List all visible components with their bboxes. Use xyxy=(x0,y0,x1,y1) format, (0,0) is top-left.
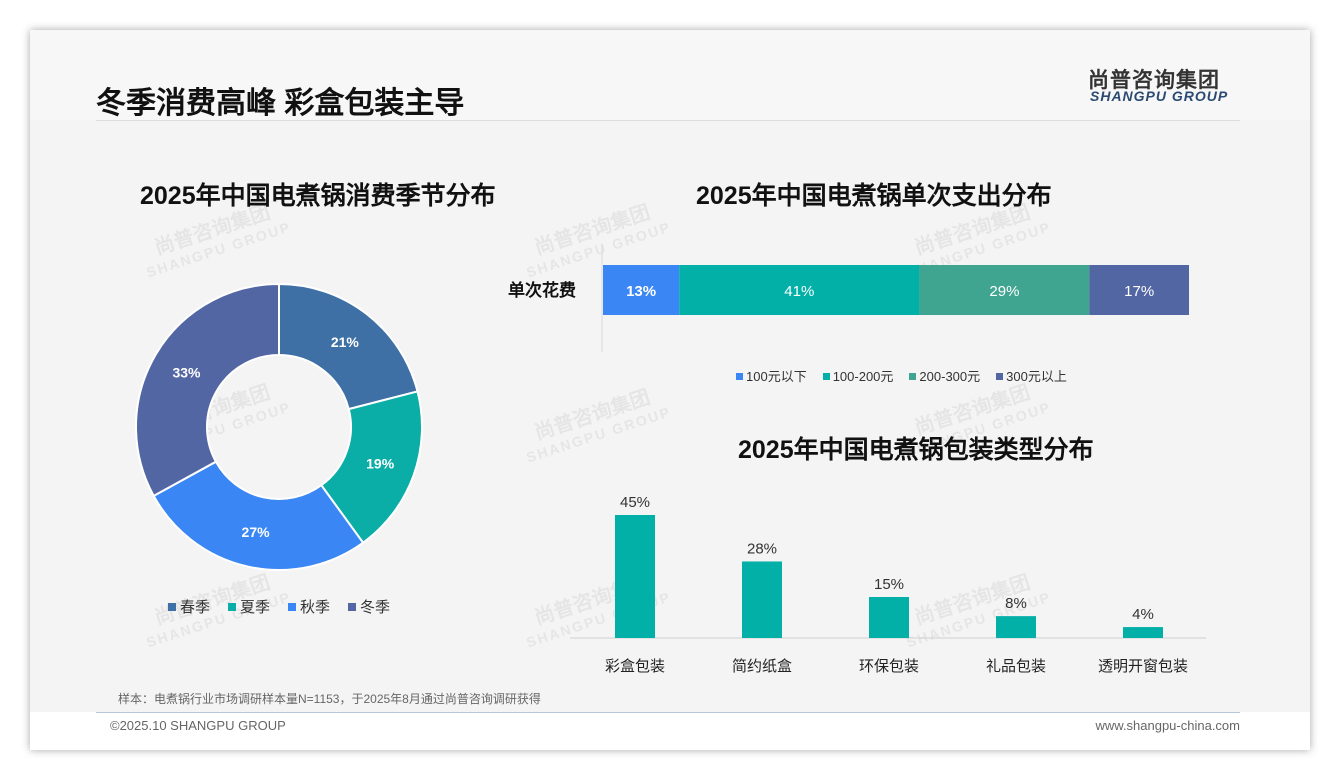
charts-canvas: 21% 19% 27% 33% 单次花费 13% 41% 29% 17% 45% 彩盒包装 28% 简约… xyxy=(135,245,1206,675)
donut-slice-夏季 xyxy=(319,390,423,545)
bar-礼品包装 xyxy=(996,616,1036,638)
bar-label: 8% xyxy=(1005,595,1027,612)
divider xyxy=(96,120,1240,121)
bar-label: 45% xyxy=(620,494,650,511)
legend-item: 春季 xyxy=(168,596,210,617)
x-tick-label: 简约纸盒 xyxy=(732,658,792,675)
legend-item: 300元以上 xyxy=(996,366,1067,385)
bar-title: 2025年中国电煮锅包装类型分布 xyxy=(738,436,1094,464)
bar-透明开窗包装 xyxy=(1123,627,1163,638)
x-tick-label: 彩盒包装 xyxy=(605,658,665,675)
donut-label: 19% xyxy=(366,455,395,471)
bar-简约纸盒 xyxy=(742,561,782,638)
segment-label: 17% xyxy=(1124,283,1154,300)
stacked-legend: 100元以下 100-200元 200-300元 300元以上 xyxy=(736,366,1067,385)
donut-title: 2025年中国电煮锅消费季节分布 xyxy=(140,182,496,210)
segment-label: 41% xyxy=(784,283,814,300)
donut-label: 27% xyxy=(242,524,271,540)
legend-swatch xyxy=(288,603,297,611)
legend-swatch xyxy=(168,603,176,611)
header xyxy=(30,30,1310,120)
bar-环保包装 xyxy=(869,597,909,638)
segment-label: 13% xyxy=(626,283,656,300)
slide: 冬季消费高峰 彩盒包装主导 尚普咨询集团 SHANGPU GROUP 尚普咨询集… xyxy=(30,30,1310,750)
legend-item: 100元以下 xyxy=(736,366,807,385)
donut-slice-春季 xyxy=(278,282,419,411)
donut-slice-秋季 xyxy=(152,460,365,571)
logo-en: SHANGPU GROUP xyxy=(1090,88,1229,104)
legend-swatch xyxy=(822,373,830,380)
legend-item: 夏季 xyxy=(228,596,270,617)
x-tick-label: 礼品包装 xyxy=(986,658,1046,675)
logo-cn: 尚普咨询集团 xyxy=(1088,69,1220,92)
footer xyxy=(30,712,1310,750)
bar-label: 15% xyxy=(874,576,904,593)
page-title: 冬季消费高峰 彩盒包装主导 xyxy=(96,87,465,120)
stacked-segment-200-300元 xyxy=(919,265,1090,315)
donut-legend: 春季 夏季 秋季 冬季 xyxy=(168,596,390,617)
website-link[interactable]: www.shangpu-china.com xyxy=(1095,718,1240,733)
legend-swatch xyxy=(996,373,1004,380)
segment-label: 29% xyxy=(989,283,1019,300)
x-tick-label: 透明开窗包装 xyxy=(1098,657,1188,675)
donut-label: 33% xyxy=(172,364,201,380)
legend-item: 秋季 xyxy=(288,596,330,617)
copyright: ©2025.10 SHANGPU GROUP xyxy=(110,718,286,733)
legend-swatch xyxy=(909,373,917,380)
donut-label: 21% xyxy=(331,334,360,350)
sample-note: 样本：电煮锅行业市场调研样本量N=1153，于2025年8月通过尚普咨询调研获得 xyxy=(118,692,541,706)
legend-item: 100-200元 xyxy=(822,366,893,385)
bar-彩盒包装 xyxy=(615,515,655,638)
x-tick-label: 环保包装 xyxy=(859,658,919,675)
legend-swatch xyxy=(348,603,357,611)
stacked-segment-300元以上 xyxy=(1089,265,1189,315)
stacked-segment-100-200元 xyxy=(679,265,920,315)
legend-swatch xyxy=(736,373,743,380)
legend-item: 冬季 xyxy=(348,596,390,617)
footer-divider xyxy=(96,712,1240,713)
bar-label: 28% xyxy=(747,540,777,557)
donut-slice-冬季 xyxy=(135,282,280,498)
bar-label: 4% xyxy=(1132,606,1154,623)
category-label: 单次花费 xyxy=(508,280,576,300)
stacked-segment-100元以下 xyxy=(603,265,680,315)
legend-item: 200-300元 xyxy=(909,366,980,385)
stacked-title: 2025年中国电煮锅单次支出分布 xyxy=(696,182,1052,210)
legend-swatch xyxy=(228,603,237,611)
